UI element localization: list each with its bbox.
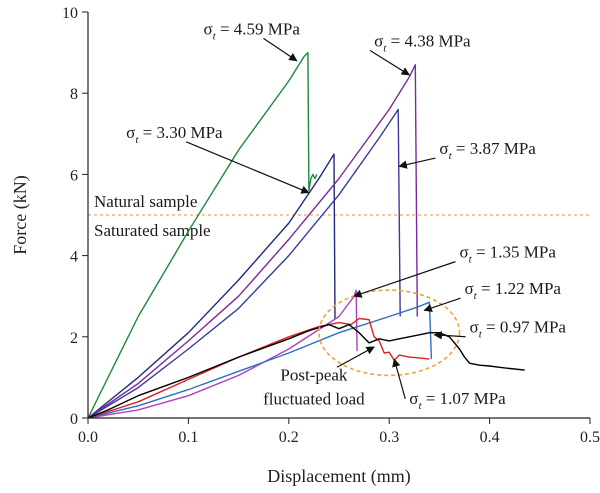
annotation-label-1: σt = 4.59 MPa [203, 19, 300, 42]
y-tick-label: 0 [70, 411, 78, 428]
x-tick-label: 0.1 [178, 429, 198, 446]
annotation-arrow-5 [353, 261, 456, 298]
annotation-arrow-2 [369, 50, 410, 76]
annotation-arrow-4 [398, 157, 436, 169]
annotation-arrow-1 [263, 37, 298, 62]
annotation-label-2: σt = 4.38 MPa [374, 32, 471, 55]
annotation-arrow-7 [433, 331, 466, 340]
annotation-label-7: σt = 0.97 MPa [470, 318, 567, 341]
callout-text-line2: fluctuated load [263, 390, 365, 409]
x-tick-label: 0.2 [279, 429, 299, 446]
callout-text-line1: Post-peak [280, 366, 348, 385]
x-axis-title: Displacement (mm) [267, 466, 410, 487]
annotation-label-5: σt = 1.35 MPa [459, 243, 556, 266]
label-saturated-sample: Saturated sample [94, 221, 211, 240]
annotation-label-6: σt = 1.22 MPa [465, 279, 562, 302]
y-tick-label: 2 [70, 330, 78, 347]
series-line-1 [87, 51, 318, 419]
callout-arrow [336, 346, 375, 368]
label-natural-sample: Natural sample [94, 192, 197, 211]
annotation-label-4: σt = 3.87 MPa [439, 139, 536, 162]
x-tick-label: 0.3 [379, 429, 399, 446]
x-tick-label: 0.5 [580, 429, 600, 446]
annotation-arrow-6 [423, 297, 461, 312]
y-tick-label: 8 [70, 86, 78, 103]
x-tick-label: 0.4 [480, 429, 500, 446]
annotation-label-8: σt = 1.07 MPa [409, 389, 506, 412]
y-tick-label: 6 [70, 167, 78, 184]
y-tick-label: 10 [62, 5, 78, 22]
callout-ellipse [318, 289, 461, 377]
series-line-2 [87, 153, 336, 419]
annotation-arrow-8 [392, 358, 406, 399]
annotation-label-3: σt = 3.30 MPa [126, 123, 223, 146]
y-axis-title: Force (kN) [10, 175, 31, 254]
annotation-arrow-3 [185, 141, 310, 194]
series-line-8 [87, 323, 525, 419]
y-tick-label: 4 [70, 249, 78, 266]
x-tick-label: 0.0 [78, 429, 98, 446]
series-line-3 [87, 64, 418, 419]
series-line-7 [87, 317, 430, 419]
series-line-4 [87, 108, 401, 419]
